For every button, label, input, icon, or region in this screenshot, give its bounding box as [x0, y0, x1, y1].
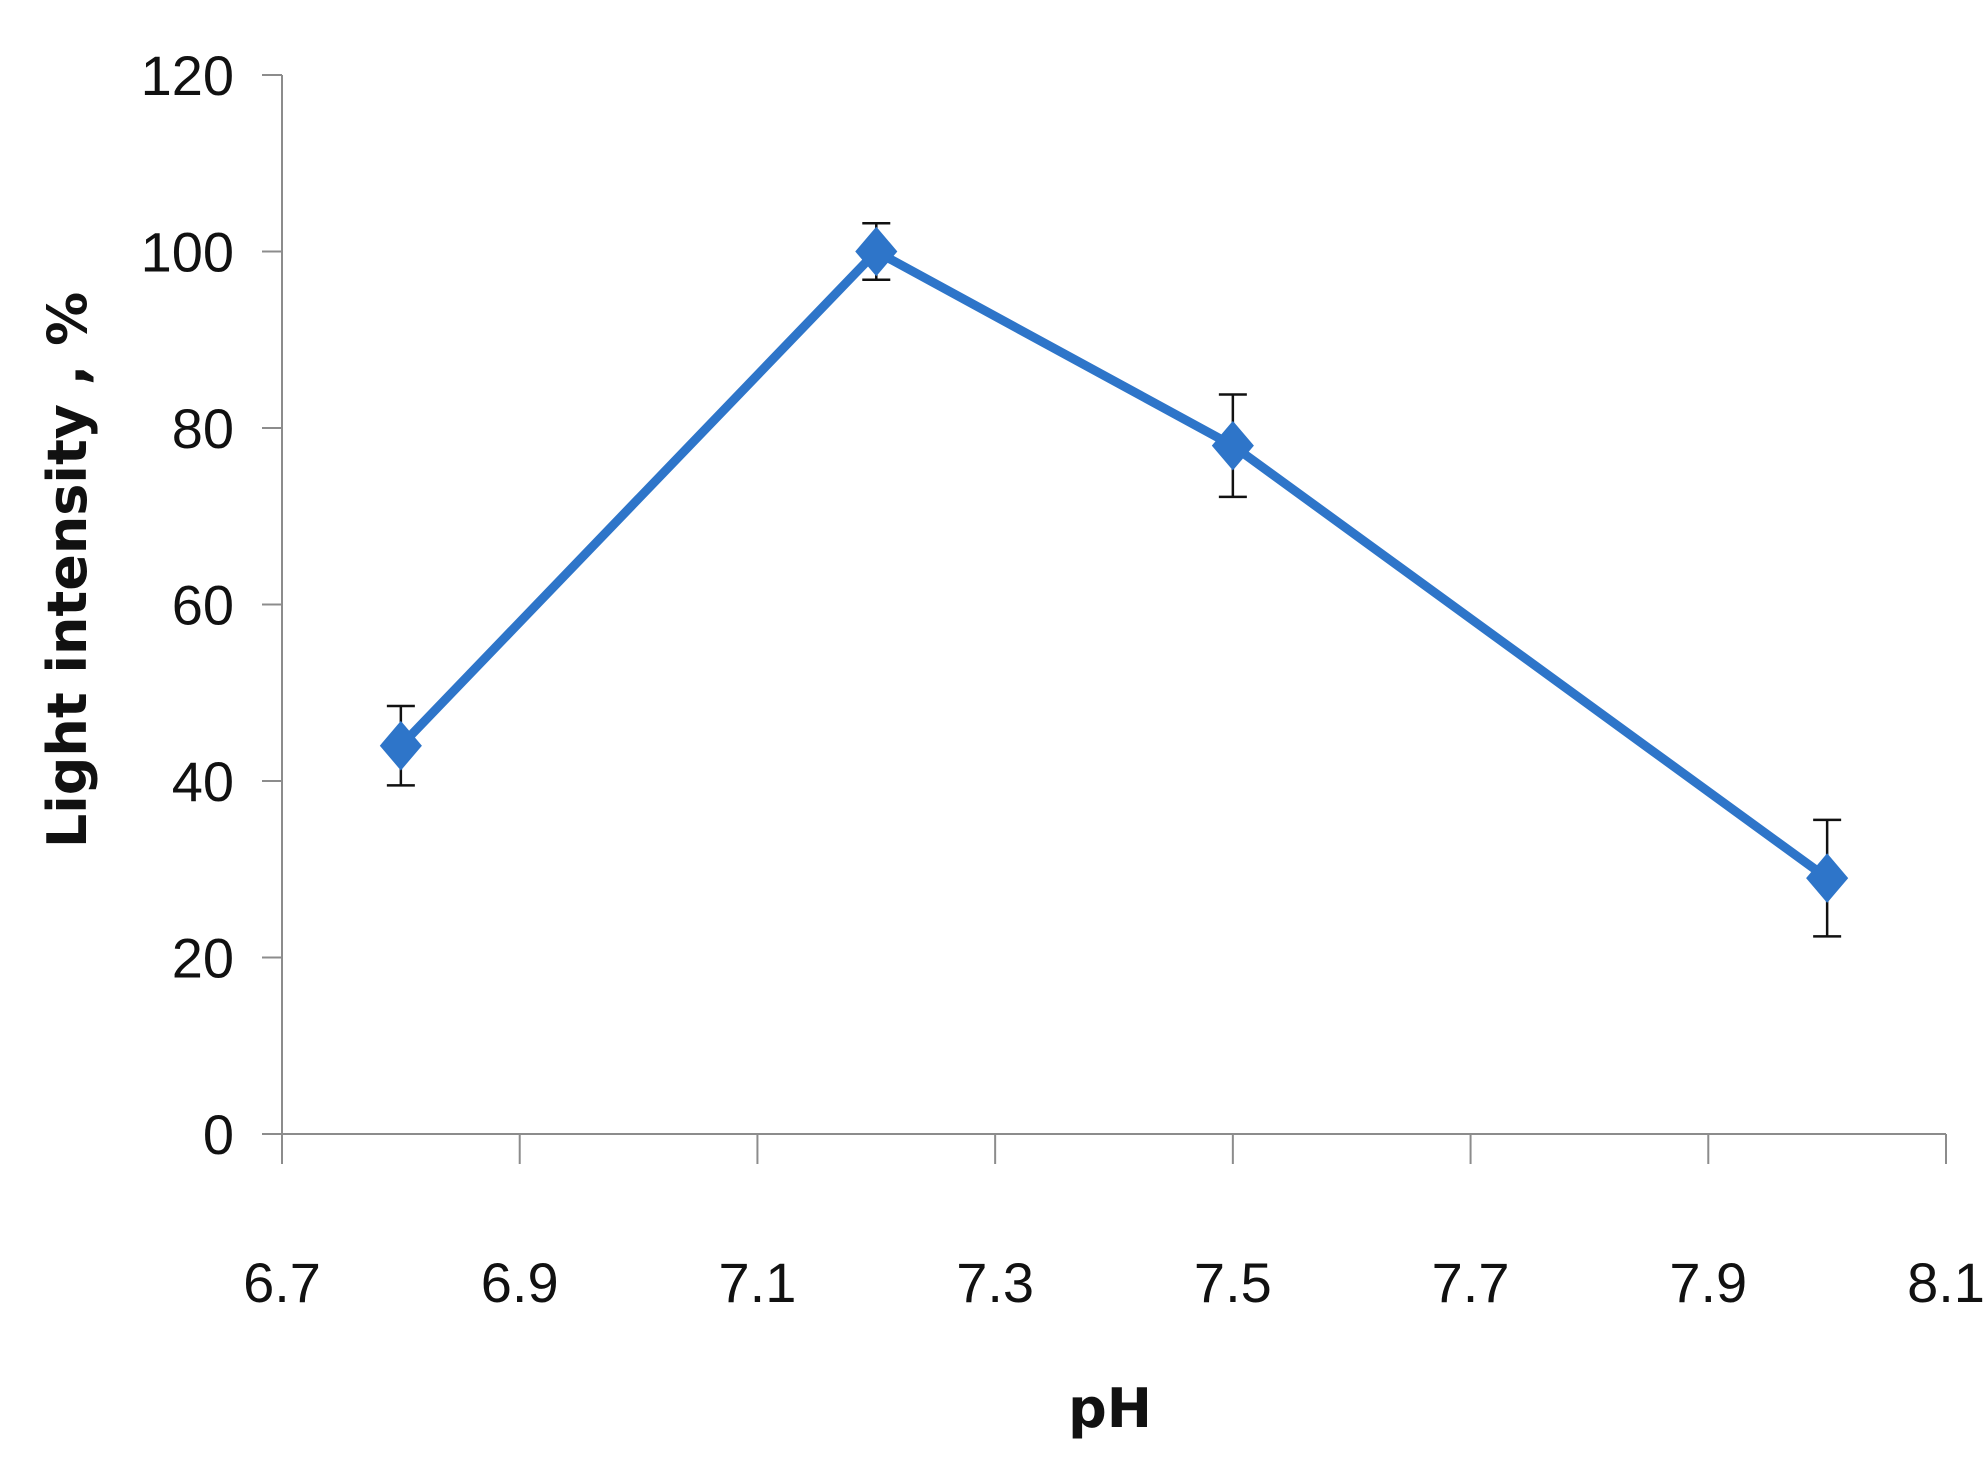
x-tick-label: 6.9 — [481, 1251, 559, 1314]
tick-labels: 0 20 40 60 80 100 120 6.7 6.9 7.1 7.3 7.5 7.7 7.9 8.1 — [141, 44, 1984, 1314]
x-tick-label: 7.1 — [718, 1251, 796, 1314]
y-tick-label: 80 — [172, 397, 234, 460]
x-axis-title: pH — [1068, 1377, 1152, 1440]
y-tick-label: 0 — [203, 1103, 234, 1166]
y-tick-label: 40 — [172, 750, 234, 813]
data-point-marker — [1806, 853, 1849, 903]
x-tick-label: 7.9 — [1669, 1251, 1747, 1314]
series-layer — [379, 222, 1849, 938]
x-tick-label: 7.3 — [956, 1251, 1034, 1314]
x-tick-label: 7.5 — [1194, 1251, 1272, 1314]
y-tick-label: 20 — [172, 927, 234, 990]
y-tick-label: 120 — [141, 44, 234, 107]
series-line — [397, 245, 1830, 882]
y-axis-title: Light intensity , % — [36, 292, 99, 848]
axes — [262, 74, 1947, 1164]
y-tick-label: 100 — [141, 221, 234, 284]
x-tick-label: 6.7 — [243, 1251, 321, 1314]
y-tick-label: 60 — [172, 574, 234, 637]
data-point-marker — [855, 226, 898, 277]
x-tick-label: 8.1 — [1907, 1251, 1984, 1314]
data-point-marker — [379, 720, 422, 771]
data-point-marker — [1211, 420, 1254, 471]
x-tick-label: 7.7 — [1432, 1251, 1510, 1314]
